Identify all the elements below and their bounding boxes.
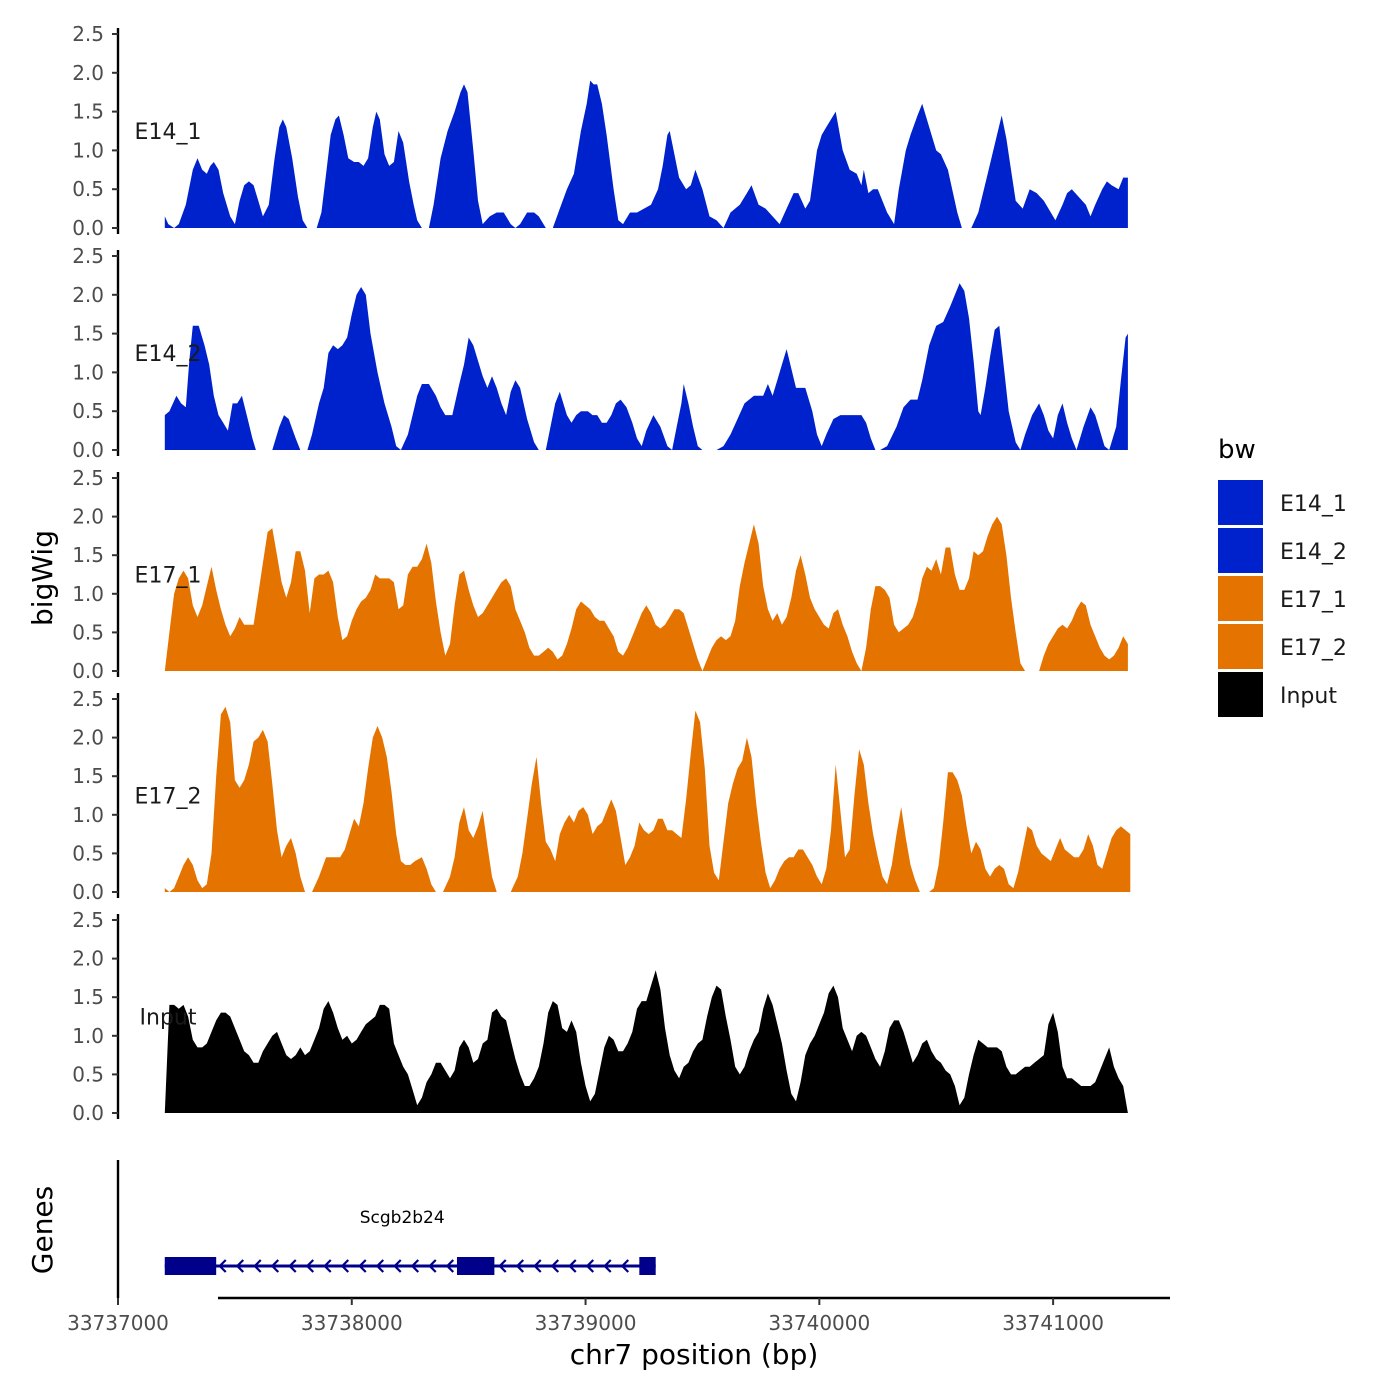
x-tick-label: 33737000 [67,1311,169,1335]
strand-arrow [603,1259,612,1273]
gene-name-label: Scgb2b24 [360,1208,445,1228]
area-E14_2 [164,283,1128,450]
track-label-E14_2: E14_2 [135,342,202,367]
track-label-Input: Input [140,1006,197,1031]
exon-block [164,1257,217,1275]
x-tick-label: 33739000 [535,1311,637,1335]
y-tick-label: 1.0 [72,138,104,162]
strand-arrow [515,1259,525,1273]
y-tick-label: 0.0 [72,1101,104,1125]
track-E17_2: 0.0 0.5 1.0 1.5 2.0 2.5 E17_2 [72,687,1131,904]
y-tick-label: 1.5 [72,543,104,567]
track-E14_2: 0.0 0.5 1.0 1.5 2.0 2.5 E14_2 [72,244,1128,462]
strand-arrow [428,1259,437,1273]
legend-label-Input: Input [1280,684,1337,709]
y-tick-label: 1.5 [72,985,104,1009]
strand-arrow [375,1259,385,1273]
area-E17_2 [164,706,1131,892]
area-E14_1 [164,80,1128,228]
y-tick-label: 1.5 [72,764,104,788]
track-label-E17_2: E17_2 [135,785,202,810]
strand-arrow [358,1259,367,1273]
strand-arrow [445,1259,455,1273]
exon-block [639,1257,656,1275]
strand-arrow [288,1259,297,1273]
track-label-E14_1: E14_1 [135,120,202,145]
legend-label-E14_1: E14_1 [1280,492,1347,517]
y-tick-label: 0.5 [72,177,104,201]
strand-arrow [585,1259,595,1273]
y-axis-title: bigWig [26,530,59,626]
exon-block [456,1257,495,1275]
strand-arrow [550,1259,560,1273]
strand-arrow [498,1259,507,1273]
legend-title: bw [1218,435,1256,465]
genes-axis-title: Genes [26,1186,59,1274]
y-tick-label: 1.5 [72,100,104,124]
y-tick-label: 0.0 [72,880,104,904]
x-tick-label: 33740000 [768,1311,870,1335]
legend-label-E17_2: E17_2 [1280,636,1347,661]
legend-swatch-E17_2 [1218,624,1263,669]
bigwig-tracks: 0.0 0.5 1.0 1.5 2.0 2.5 E14_1 0.0 0.5 1.0 1.5 2.0 2.… [72,22,1131,1125]
y-tick-label: 1.0 [72,582,104,606]
strand-arrow [533,1259,542,1273]
track-Input: 0.0 0.5 1.0 1.5 2.0 2.5 Input [72,908,1128,1125]
y-tick-label: 2.0 [72,947,104,971]
legend-swatch-Input [1218,672,1263,717]
y-tick-label: 0.5 [72,1062,104,1086]
x-axis: 33737000 33738000 33739000 33740000 33741000 [67,1296,1170,1335]
x-tick-label: 33741000 [1002,1311,1104,1335]
y-tick-label: 2.5 [72,244,104,268]
y-tick-label: 0.0 [72,438,104,462]
strand-arrow [620,1259,630,1273]
legend: bw E14_1 E14_2 E17_1 E17_2 Input [1218,435,1347,717]
y-tick-label: 2.0 [72,505,104,529]
strand-arrow [270,1259,280,1273]
y-tick-label: 2.0 [72,61,104,85]
y-tick-label: 0.5 [72,620,104,644]
y-tick-label: 2.0 [72,726,104,750]
area-E17_1 [164,516,1128,671]
y-tick-label: 1.0 [72,803,104,827]
strand-arrow [340,1259,350,1273]
y-tick-label: 0.0 [72,216,104,240]
y-tick-label: 2.5 [72,908,104,932]
track-E17_1: 0.0 0.5 1.0 1.5 2.0 2.5 E17_1 [72,466,1128,683]
gene-Scgb2b24: Scgb2b24 [164,1208,656,1275]
y-tick-label: 1.0 [72,1024,104,1048]
strand-arrow [323,1259,332,1273]
track-E14_1: 0.0 0.5 1.0 1.5 2.0 2.5 E14_1 [72,22,1128,240]
strand-arrow [253,1259,262,1273]
track-label-E17_1: E17_1 [135,564,202,589]
area-Input [164,970,1128,1113]
y-tick-label: 0.5 [72,841,104,865]
strand-arrow [235,1259,245,1273]
y-tick-label: 2.5 [72,687,104,711]
x-axis-title: chr7 position (bp) [570,1338,819,1371]
legend-swatch-E14_1 [1218,480,1263,525]
strand-arrow [410,1259,420,1273]
strand-arrow [218,1259,227,1273]
y-tick-label: 1.0 [72,360,104,384]
genes-panel: Scgb2b24 [116,1160,656,1298]
y-tick-label: 0.5 [72,399,104,423]
legend-label-E14_2: E14_2 [1280,540,1347,565]
strand-arrow [305,1259,315,1273]
x-tick-label: 33738000 [301,1311,403,1335]
legend-label-E17_1: E17_1 [1280,588,1347,613]
y-tick-label: 2.5 [72,466,104,490]
legend-swatch-E17_1 [1218,576,1263,621]
strand-arrow [568,1259,577,1273]
y-tick-label: 1.5 [72,322,104,346]
y-tick-label: 2.5 [72,22,104,46]
legend-swatch-E14_2 [1218,528,1263,573]
y-tick-label: 0.0 [72,659,104,683]
y-tick-label: 2.0 [72,283,104,307]
strand-arrow [393,1259,402,1273]
